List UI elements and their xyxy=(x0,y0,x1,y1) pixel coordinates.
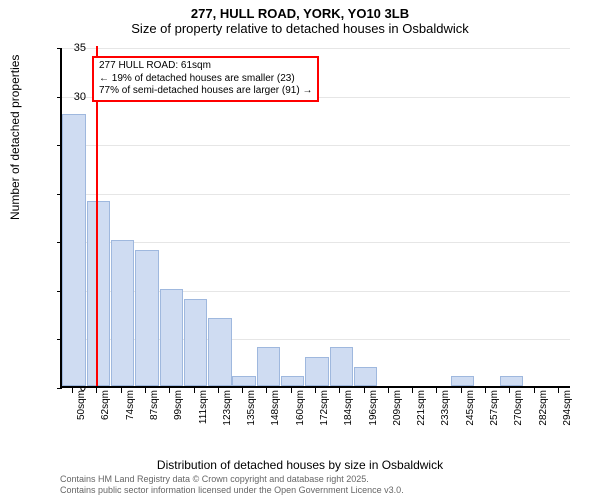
xtick-label: 50sqm xyxy=(76,390,87,420)
histogram-bar xyxy=(111,240,135,386)
xtick-mark xyxy=(558,388,559,393)
ytick-label: 30 xyxy=(56,91,86,103)
gridline xyxy=(62,242,570,243)
chart-title-line1: 277, HULL ROAD, YORK, YO10 3LB xyxy=(0,6,600,21)
xtick-mark xyxy=(218,388,219,393)
xtick-label: 148sqm xyxy=(270,390,281,426)
histogram-bar xyxy=(257,347,281,386)
histogram-bar xyxy=(354,367,378,386)
xtick-label: 99sqm xyxy=(173,390,184,420)
gridline xyxy=(62,145,570,146)
histogram-bar xyxy=(305,357,329,386)
xtick-label: 172sqm xyxy=(319,390,330,426)
xtick-mark xyxy=(315,388,316,393)
xtick-label: 184sqm xyxy=(343,390,354,426)
xtick-mark xyxy=(509,388,510,393)
annotation-line1: 277 HULL ROAD: 61sqm xyxy=(99,60,312,73)
xtick-mark xyxy=(388,388,389,393)
histogram-bar xyxy=(160,289,184,386)
xtick-mark xyxy=(291,388,292,393)
xtick-label: 123sqm xyxy=(222,390,233,426)
chart-area: 277 HULL ROAD: 61sqm ← 19% of detached h… xyxy=(60,48,570,428)
histogram-bar xyxy=(87,201,111,386)
xtick-label: 111sqm xyxy=(198,390,209,424)
xtick-label: 196sqm xyxy=(368,390,379,426)
y-axis-label: Number of detached properties xyxy=(8,55,22,220)
xtick-label: 62sqm xyxy=(100,390,111,420)
xtick-mark xyxy=(169,388,170,393)
xtick-label: 282sqm xyxy=(538,390,549,426)
annotation-line3: 77% of semi-detached houses are larger (… xyxy=(99,85,312,98)
xtick-label: 87sqm xyxy=(149,390,160,420)
chart-title-line2: Size of property relative to detached ho… xyxy=(0,21,600,36)
xtick-label: 245sqm xyxy=(465,390,476,426)
xtick-mark xyxy=(436,388,437,393)
xtick-mark xyxy=(96,388,97,393)
xtick-mark xyxy=(145,388,146,393)
histogram-bar xyxy=(135,250,159,386)
histogram-bar xyxy=(208,318,232,386)
footer-attribution: Contains HM Land Registry data © Crown c… xyxy=(60,474,404,497)
annotation-line2: ← 19% of detached houses are smaller (23… xyxy=(99,73,312,86)
xtick-mark xyxy=(121,388,122,393)
xtick-mark xyxy=(412,388,413,393)
ytick-label: 35 xyxy=(56,42,86,54)
xtick-mark xyxy=(242,388,243,393)
gridline xyxy=(62,194,570,195)
footer-line1: Contains HM Land Registry data © Crown c… xyxy=(60,474,404,485)
xtick-mark xyxy=(194,388,195,393)
plot-region: 277 HULL ROAD: 61sqm ← 19% of detached h… xyxy=(60,48,570,388)
xtick-label: 257sqm xyxy=(489,390,500,426)
xtick-label: 221sqm xyxy=(416,390,427,426)
xtick-mark xyxy=(266,388,267,393)
annotation-box: 277 HULL ROAD: 61sqm ← 19% of detached h… xyxy=(92,56,319,102)
xtick-label: 209sqm xyxy=(392,390,403,426)
xtick-mark xyxy=(485,388,486,393)
gridline xyxy=(62,48,570,49)
histogram-bar xyxy=(451,376,475,386)
histogram-bar xyxy=(232,376,256,386)
histogram-bar xyxy=(184,299,208,386)
histogram-bar xyxy=(62,114,86,386)
histogram-bar xyxy=(330,347,354,386)
xtick-label: 233sqm xyxy=(440,390,451,426)
footer-line2: Contains public sector information licen… xyxy=(60,485,404,496)
xtick-mark xyxy=(339,388,340,393)
chart-title-block: 277, HULL ROAD, YORK, YO10 3LB Size of p… xyxy=(0,0,600,36)
x-axis-label: Distribution of detached houses by size … xyxy=(0,458,600,472)
xtick-label: 270sqm xyxy=(513,390,524,426)
xtick-label: 74sqm xyxy=(125,390,136,420)
xtick-mark xyxy=(461,388,462,393)
histogram-bar xyxy=(281,376,305,386)
xtick-mark xyxy=(364,388,365,393)
xtick-mark xyxy=(534,388,535,393)
xtick-label: 294sqm xyxy=(562,390,573,426)
xtick-label: 135sqm xyxy=(246,390,257,426)
xtick-label: 160sqm xyxy=(295,390,306,426)
histogram-bar xyxy=(500,376,524,386)
